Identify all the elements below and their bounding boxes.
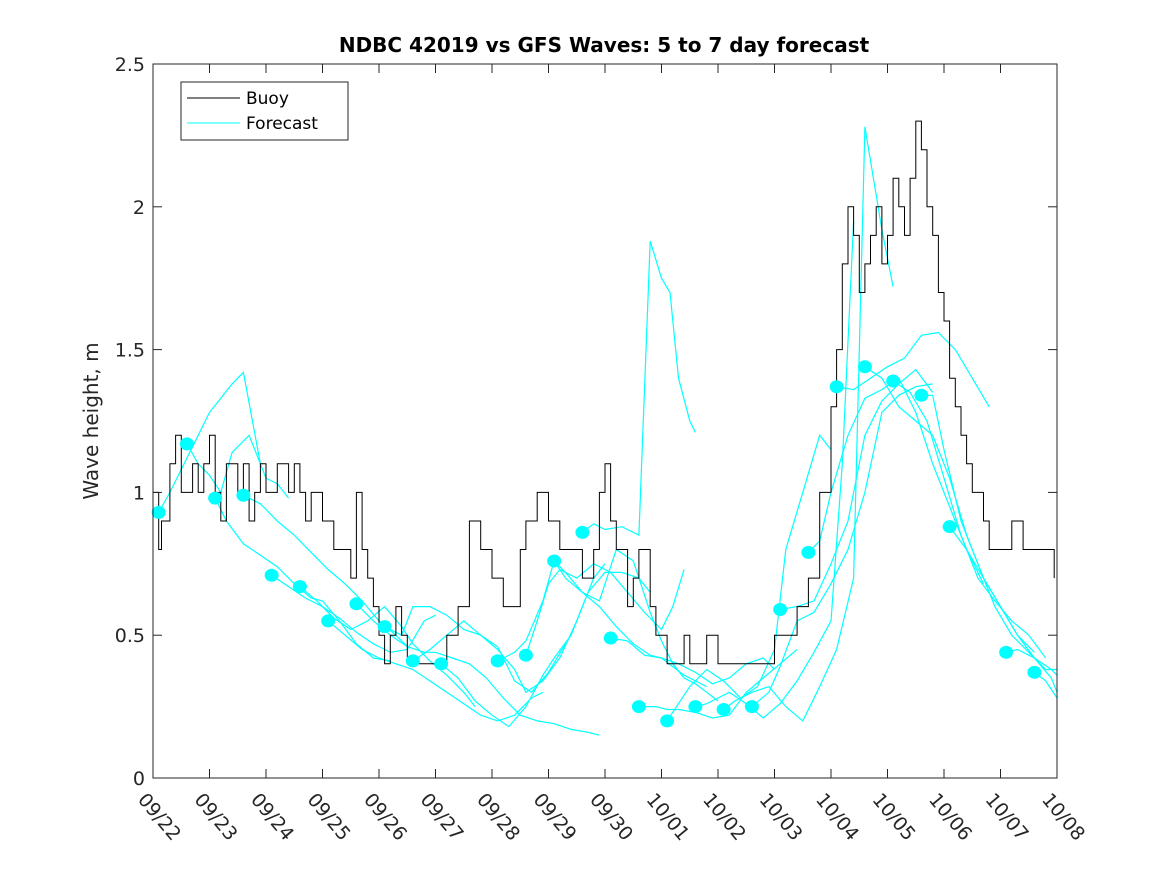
- x-tick-label: 10/07: [981, 789, 1033, 845]
- chart-title: NDBC 42019 vs GFS Waves: 5 to 7 day fore…: [339, 33, 870, 57]
- x-tick-label: 10/06: [924, 789, 976, 845]
- forecast-marker: [377, 620, 392, 634]
- y-tick-label: 1: [133, 482, 145, 504]
- forecast-marker: [688, 700, 703, 714]
- forecast-marker: [518, 648, 533, 662]
- forecast-marker: [151, 505, 166, 519]
- forecast-marker: [575, 525, 590, 539]
- forecast-marker: [744, 700, 759, 714]
- forecast-line-6: [327, 620, 544, 722]
- forecast-line-17: [666, 434, 832, 722]
- forecast-line-0: [158, 371, 261, 513]
- forecast-marker: [886, 374, 901, 388]
- forecast-marker: [631, 700, 646, 714]
- legend: Buoy Forecast: [180, 81, 349, 141]
- forecast-line-8: [384, 605, 567, 694]
- x-tick-label: 09/24: [246, 789, 298, 845]
- forecast-line-2: [214, 497, 391, 662]
- forecast-marker: [999, 645, 1014, 659]
- x-tick-label: 09/26: [359, 789, 411, 845]
- legend-box: [180, 81, 349, 141]
- forecast-line-13: [553, 548, 719, 702]
- forecast-line-15: [610, 637, 775, 685]
- forecast-line-21: [779, 368, 934, 611]
- x-tick-label: 09/23: [190, 789, 242, 845]
- forecast-line-20: [751, 383, 933, 708]
- x-tick-label: 10/05: [868, 789, 920, 845]
- forecast-marker: [716, 702, 731, 716]
- x-tick-label: 10/01: [642, 789, 694, 845]
- x-axis: 09/22 09/23 09/24 09/25 09/26 09/27 09/28 09/29…: [133, 64, 1089, 845]
- forecast-line-1: [186, 434, 290, 499]
- y-tick-label: 0: [133, 768, 145, 790]
- y-tick-label: 2: [133, 197, 145, 219]
- forecast-line-18: [695, 221, 855, 719]
- y-tick-label: 0.5: [115, 625, 145, 647]
- forecast-marker: [405, 654, 420, 668]
- legend-buoy-label: Buoy: [246, 89, 289, 109]
- forecast-marker: [829, 380, 844, 394]
- x-tick-label: 10/04: [811, 789, 863, 845]
- forecast-marker: [603, 631, 618, 645]
- forecast-line-14: [582, 240, 696, 537]
- forecast-line-19: [723, 126, 894, 722]
- forecast-marker: [490, 654, 505, 668]
- forecast-line-4: [271, 574, 436, 653]
- x-tick-label: 09/28: [472, 789, 524, 845]
- forecast-marker: [208, 491, 223, 505]
- plot-area-frame: [152, 63, 1058, 779]
- x-tick-label: 09/25: [303, 789, 355, 845]
- forecast-marker: [321, 614, 336, 628]
- x-tick-label: 10/08: [1037, 789, 1089, 845]
- x-tick-label: 09/29: [529, 789, 581, 845]
- forecast-marker: [264, 568, 279, 582]
- y-tick-label: 1.5: [115, 340, 145, 362]
- forecast-marker: [349, 597, 364, 611]
- legend-forecast-label: Forecast: [246, 114, 318, 134]
- forecast-line-24: [864, 366, 1035, 653]
- forecast-line-7: [355, 603, 600, 736]
- forecast-marker: [1027, 665, 1042, 679]
- forecast-line-23: [836, 331, 990, 408]
- forecast-marker: [857, 360, 872, 374]
- forecast-line-28: [1005, 648, 1058, 693]
- x-tick-label: 10/02: [698, 789, 750, 845]
- y-axis: 0 0.5 1 1.5 2 2.5: [115, 54, 1057, 790]
- x-tick-label: 09/30: [585, 789, 637, 845]
- forecast-line-9: [412, 563, 606, 694]
- forecast-line-12: [525, 563, 685, 656]
- x-tick-label: 09/27: [416, 789, 468, 845]
- forecast-line-16: [638, 649, 798, 719]
- forecast-marker: [773, 602, 788, 616]
- forecast-marker: [914, 388, 929, 402]
- forecast-marker: [292, 580, 307, 594]
- x-tick-label: 10/03: [755, 789, 807, 845]
- x-tick-label: 09/22: [133, 789, 185, 845]
- forecast-marker: [801, 545, 816, 559]
- y-axis-label: Wave height, m: [79, 342, 103, 499]
- buoy-line: [153, 120, 1055, 665]
- forecast-line-10: [440, 571, 651, 728]
- forecast-line-25: [892, 380, 1047, 659]
- forecast-line-27: [949, 526, 1058, 676]
- forecast-marker: [236, 488, 251, 502]
- forecast-marker: [660, 714, 675, 728]
- forecast-marker: [942, 520, 957, 534]
- forecast-marker: [179, 437, 194, 451]
- forecast-marker: [434, 657, 449, 671]
- forecast-marker: [547, 554, 562, 568]
- y-tick-label: 2.5: [115, 54, 145, 76]
